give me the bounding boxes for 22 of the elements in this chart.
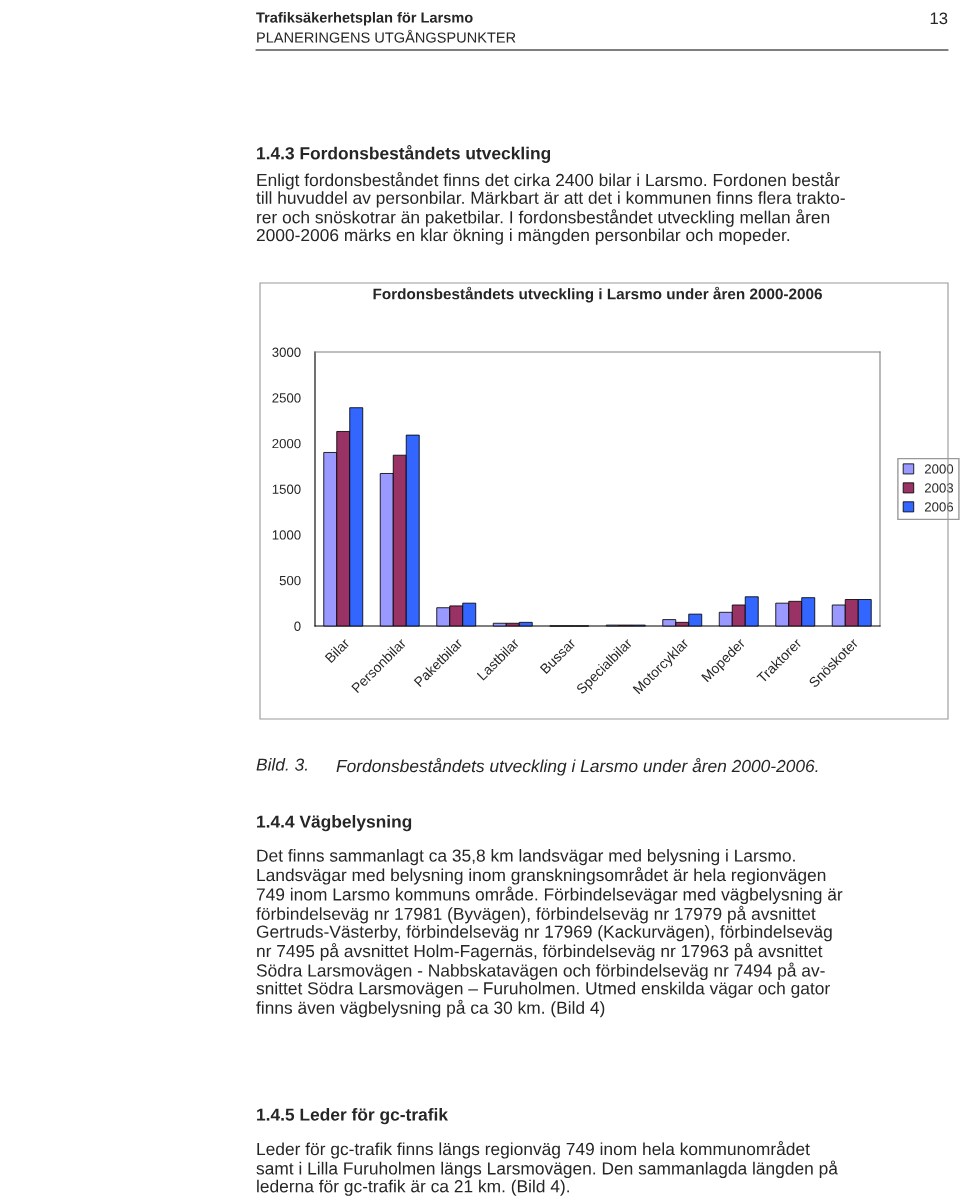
legend-label: 2003 xyxy=(924,483,954,493)
text: Bild. 3. xyxy=(256,758,307,771)
y-tick-label: 2500 xyxy=(272,393,301,403)
text: Trafiksäkerhetsplan för Larsmo xyxy=(256,12,473,26)
chart-title: Fordonsbeståndets utveckling i Larsmo under åren 2000-2006 xyxy=(373,286,822,303)
y-tick-label: 1000 xyxy=(272,530,301,540)
legend-label: 2000 xyxy=(924,464,954,474)
y-tick-label: 3000 xyxy=(272,347,301,357)
text: Fordonsbeståndets utveckling i Larsmo under åren 2000-2006. xyxy=(336,758,818,776)
text: 1.4.5 Leder för gc-trafik xyxy=(257,1108,449,1125)
text: 1.4.3 Fordonsbeståndets utveckling xyxy=(257,145,551,163)
y-tick-label: 0 xyxy=(294,621,301,631)
text: Leder för gc-trafik finns längs regionväg 749 inom hela kommunområdet samt i Lilla Furuholmen längs Larsmovägen. Den sammanlagda längden på lederna för gc-trafik är ca 21 km. (Bild 4). xyxy=(256,1141,838,1196)
y-tick-label: 500 xyxy=(279,575,301,586)
text: 1.4.4 Vägbelysning xyxy=(257,815,412,832)
text: Enligt fordonsbeståndet finns det cirka 2400 bilar i Larsmo. Fordonen består till huvuddel av personbilar. Märkbart är att det i kommunen finns flera trakto- rer och snöskotrar än paketbilar. I fordonsbeståndet utveckling mellan åren 2000-2006 märks en klar ökning i mängden personbilar och mopeder. xyxy=(256,172,845,245)
text: Det finns sammanlagt ca 35,8 km landsvägar med belysning i Larsmo. Landsvägar med belysning inom granskningsområdet är hela regionvägen 749 inom Larsmo kommuns område. Förbindelsevägar med vägbelysning är förbindelseväg nr 17981 (Byvägen), förbindelseväg nr 17979 på avsnittet Gertruds-Västerby, förbindelseväg nr 17969 (Kackurvägen), förbindelseväg nr 7495 på avsnittet Holm-Fagernäs, förbindelseväg nr 17963 på avsnittet Södra Larsmovägen - Nabbskatavägen och förbindelseväg nr 7494 på av- snittet Södra Larsmovägen – Furuholmen. Utmed enskilda vägar och gator finns även vägbelysning på ca 30 km. (Bild 4) xyxy=(256,849,843,1018)
y-tick-label: 1500 xyxy=(272,484,301,494)
legend-label: 2006 xyxy=(924,502,954,512)
y-tick-label: 2000 xyxy=(272,438,301,449)
text: 13 xyxy=(930,12,948,25)
text: PLANERINGENS UTGÅNGSPUNKTER xyxy=(257,29,516,43)
